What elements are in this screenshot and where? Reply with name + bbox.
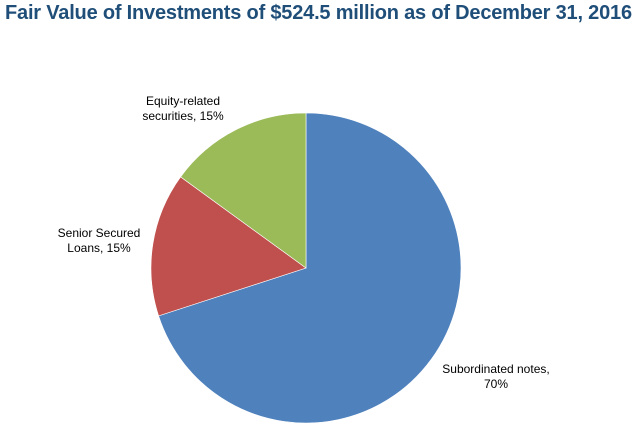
slice-label-senior-secured-loans: Senior Secured Loans, 15% [58, 226, 141, 255]
slice-label-line: 70% [484, 377, 508, 391]
slice-label-equity-related-securities: Equity-related securities, 15% [142, 94, 224, 123]
pie-slices [150, 112, 462, 424]
slice-label-line: securities, 15% [142, 109, 224, 123]
slice-label-subordinated-notes: Subordinated notes, 70% [442, 362, 549, 391]
pie-slice-equity-related-securities [180, 112, 307, 269]
slice-label-line: Loans, 15% [67, 241, 131, 255]
chart-title: Fair Value of Investments of $524.5 mill… [5, 2, 632, 24]
slice-label-line: Subordinated notes, [442, 362, 549, 376]
pie-slice-senior-secured-loans [150, 176, 307, 317]
pie-slice-subordinated-notes [158, 112, 462, 424]
pie-labels: Subordinated notes, 70% Senior Secured Loan… [58, 94, 550, 391]
slice-label-line: Senior Secured [58, 226, 141, 240]
slice-label-line: Equity-related [146, 94, 220, 108]
